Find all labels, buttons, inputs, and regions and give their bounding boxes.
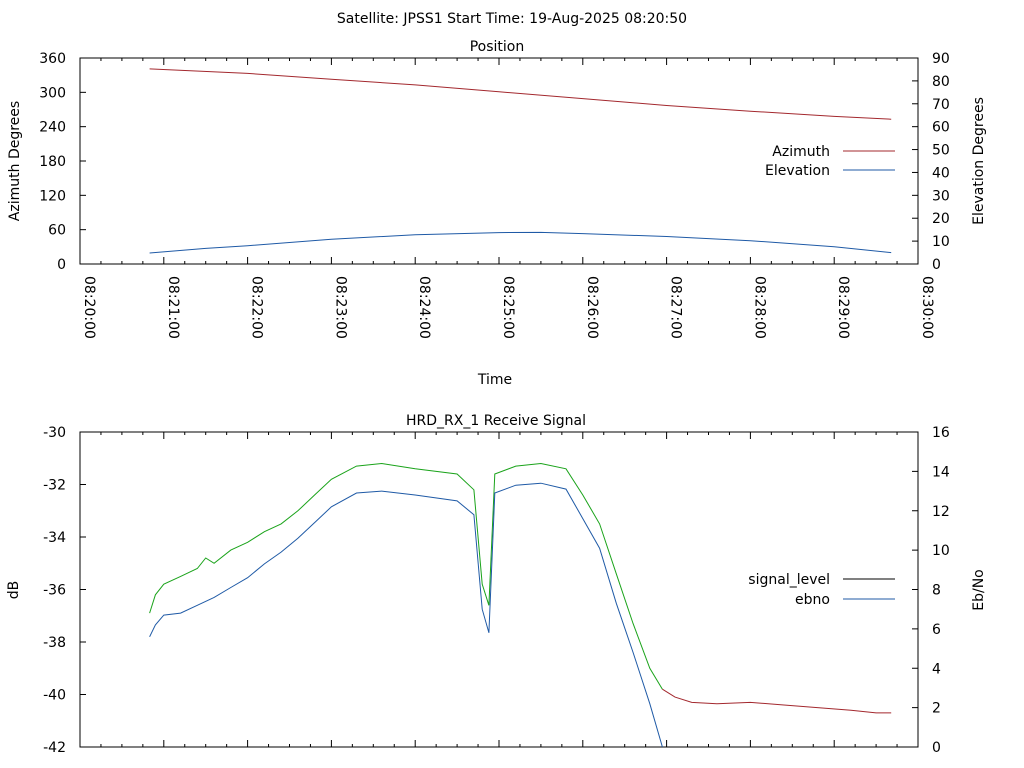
signal_level-line [662, 688, 892, 714]
receive-legend: signal_level ebno [748, 572, 895, 608]
x-tick-label: 08:21:00 [165, 276, 181, 339]
y-tick-label: 300 [39, 85, 66, 101]
page-title: Satellite: JPSS1 Start Time: 19-Aug-2025… [337, 11, 687, 27]
y-tick-label: -36 [43, 583, 66, 599]
receive-signal-chart: HRD_RX_1 Receive Signal -42-40-38-36-34-… [6, 413, 987, 756]
y2-tick-label: 20 [932, 211, 950, 227]
y2-tick-label: 50 [932, 143, 950, 159]
y2-tick-label: 80 [932, 74, 950, 90]
y2-tick-label: 70 [932, 97, 950, 113]
y2-tick-label: 0 [932, 740, 941, 756]
receive-signal-chart-title: HRD_RX_1 Receive Signal [406, 413, 586, 429]
y2-tick-label: 12 [932, 504, 950, 520]
y2-tick-label: 90 [932, 51, 950, 67]
y-tick-label: -34 [43, 530, 66, 546]
elevation-axis-label: Elevation Degrees [971, 97, 987, 225]
y2-tick-label: 30 [932, 188, 950, 204]
receive-plot-frame [79, 431, 919, 748]
y2-tick-label: 0 [932, 257, 941, 273]
position-legend: Azimuth Elevation [765, 144, 895, 179]
signal_level-line [149, 462, 663, 690]
x-tick-label: 08:29:00 [835, 276, 851, 339]
y-tick-label: -30 [43, 425, 66, 441]
legend-signal-level-label: signal_level [748, 572, 830, 588]
x-tick-label: 08:28:00 [751, 276, 767, 339]
ebno-axis-label: Eb/No [971, 569, 987, 611]
y2-tick-label: 14 [932, 464, 950, 480]
position-chart-title: Position [470, 39, 525, 55]
y2-tick-label: 40 [932, 165, 950, 181]
x-tick-label: 08:25:00 [500, 276, 516, 339]
x-tick-label: 08:26:00 [584, 276, 600, 339]
y2-tick-label: 2 [932, 701, 941, 717]
y2-tick-label: 10 [932, 543, 950, 559]
legend-azimuth-label: Azimuth [772, 144, 830, 160]
y-tick-label: 360 [39, 51, 66, 67]
y-tick-label: -38 [43, 635, 66, 651]
y-tick-label: -40 [43, 688, 66, 704]
y2-tick-label: 10 [932, 234, 950, 250]
y2-tick-label: 8 [932, 583, 941, 599]
receive-series [149, 462, 892, 748]
Azimuth-line [149, 68, 892, 120]
legend-elevation-label: Elevation [765, 163, 830, 179]
y2-tick-label: 4 [932, 661, 941, 677]
y2-tick-label: 6 [932, 622, 941, 638]
azimuth-axis-label: Azimuth Degrees [7, 101, 23, 221]
db-axis-label: dB [6, 581, 22, 600]
x-tick-label: 08:20:00 [81, 276, 97, 339]
y-tick-label: 120 [39, 188, 66, 204]
legend-ebno-label: ebno [795, 592, 830, 608]
y-tick-label: 0 [57, 257, 66, 273]
position-series [149, 68, 892, 254]
x-tick-label: 08:22:00 [249, 276, 265, 339]
x-tick-label: 08:27:00 [668, 276, 684, 339]
time-axis-label: Time [477, 372, 512, 388]
position-ticks: 0 60 120 180 240 300 360 0 10 20 30 40 50 60 70 80 90 08:… [39, 51, 950, 339]
y2-tick-label: 16 [932, 425, 950, 441]
y2-tick-label: 60 [932, 120, 950, 136]
y-tick-label: -42 [43, 740, 66, 756]
x-tick-label: 08:30:00 [919, 276, 935, 339]
Elevation-line [149, 231, 892, 254]
y-tick-label: 60 [48, 223, 66, 239]
position-chart: Position 0 60 120 180 240 300 360 0 10 20 30 40 50 60… [7, 39, 987, 388]
y-tick-label: -32 [43, 478, 66, 494]
ebno-line [149, 482, 663, 748]
y-tick-label: 240 [39, 120, 66, 136]
x-tick-label: 08:23:00 [332, 276, 348, 339]
x-tick-label: 08:24:00 [416, 276, 432, 339]
receive-ticks: -42 -40 -38 -36 -34 -32 -30 0 2 4 6 8 10 12 14 16 [43, 425, 950, 756]
y-tick-label: 180 [39, 154, 66, 170]
